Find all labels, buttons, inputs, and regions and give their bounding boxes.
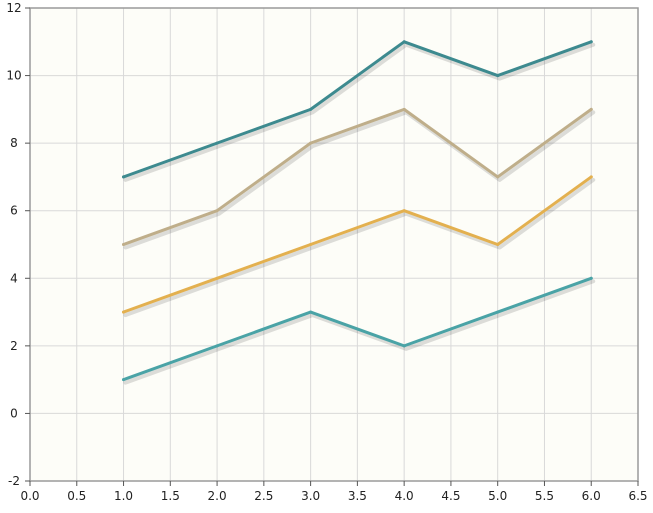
series-3-point: [215, 276, 219, 280]
series-4-point: [215, 344, 219, 348]
y-tick-label: 6: [10, 204, 18, 218]
axes: [25, 7, 639, 486]
y-tick-labels: -2 0 2 4 6 8 10 12: [6, 1, 21, 488]
series-2-point: [309, 141, 313, 145]
plot-area: [30, 8, 638, 481]
plot-frame: [29, 7, 639, 482]
series-1-line: [122, 40, 593, 179]
x-tick-label: 1.5: [161, 489, 180, 503]
series-lines: [122, 40, 593, 382]
y-tick-label: 4: [10, 271, 18, 285]
x-tick-label: 5.5: [535, 489, 554, 503]
y-tick-label: 10: [6, 69, 21, 83]
y-tick-label: 0: [10, 406, 18, 420]
series-2-point: [122, 243, 126, 246]
y-tick-label: 12: [6, 1, 21, 15]
x-tick-labels: 0.0 0.5 1.0 1.5 2.0 2.5 3.0 3.5 4.0 4.5 5.0 5.5 6.0 6…: [20, 489, 647, 503]
x-tick-label: 3.0: [301, 489, 320, 503]
series-4-point: [402, 344, 406, 348]
x-tick-label: 0.0: [20, 489, 39, 503]
series-2-point: [402, 107, 406, 111]
x-tick-label: 1.0: [114, 489, 133, 503]
y-tick-label: -2: [8, 474, 20, 488]
series-1-point: [402, 40, 406, 44]
x-tick-label: 0.5: [67, 489, 86, 503]
series-1-point: [122, 175, 126, 179]
series-1-point: [309, 107, 313, 111]
series-4-line: [122, 276, 593, 382]
series-1-point: [589, 40, 593, 44]
x-tick-label: 3.5: [348, 489, 367, 503]
series-1-shadow: [123, 42, 596, 182]
x-tick-label: 6.5: [628, 489, 647, 503]
series-4-point: [122, 378, 126, 382]
x-tick-label: 2.5: [254, 489, 273, 503]
series-3-shadow: [123, 177, 596, 318]
series-4-point: [309, 310, 313, 314]
series-2-point: [496, 175, 500, 179]
series-4-point: [496, 310, 500, 314]
x-tick-label: 4.0: [395, 489, 414, 503]
series-3-point: [589, 175, 593, 179]
series-3-point: [402, 209, 406, 213]
series-1-point: [215, 141, 219, 145]
x-tick-label: 4.5: [441, 489, 460, 503]
x-tick-label: 6.0: [582, 489, 601, 503]
series-2-line: [122, 107, 593, 246]
x-tick-label: 2.0: [208, 489, 227, 503]
x-tick-label: 5.0: [488, 489, 507, 503]
series-2-shadow: [123, 110, 596, 250]
series-2-point: [589, 107, 593, 111]
series-shadows: [123, 42, 596, 385]
series-3-line: [122, 175, 593, 314]
y-tick-label: 2: [10, 339, 18, 353]
series-4-shadow: [123, 279, 596, 385]
series-2-point: [215, 209, 219, 213]
series-1-point: [496, 74, 500, 78]
y-tick-label: 8: [10, 136, 18, 150]
series-4-point: [589, 276, 593, 280]
series-3-point: [309, 243, 313, 246]
series-3-point: [122, 310, 126, 314]
series-3-point: [496, 243, 500, 246]
